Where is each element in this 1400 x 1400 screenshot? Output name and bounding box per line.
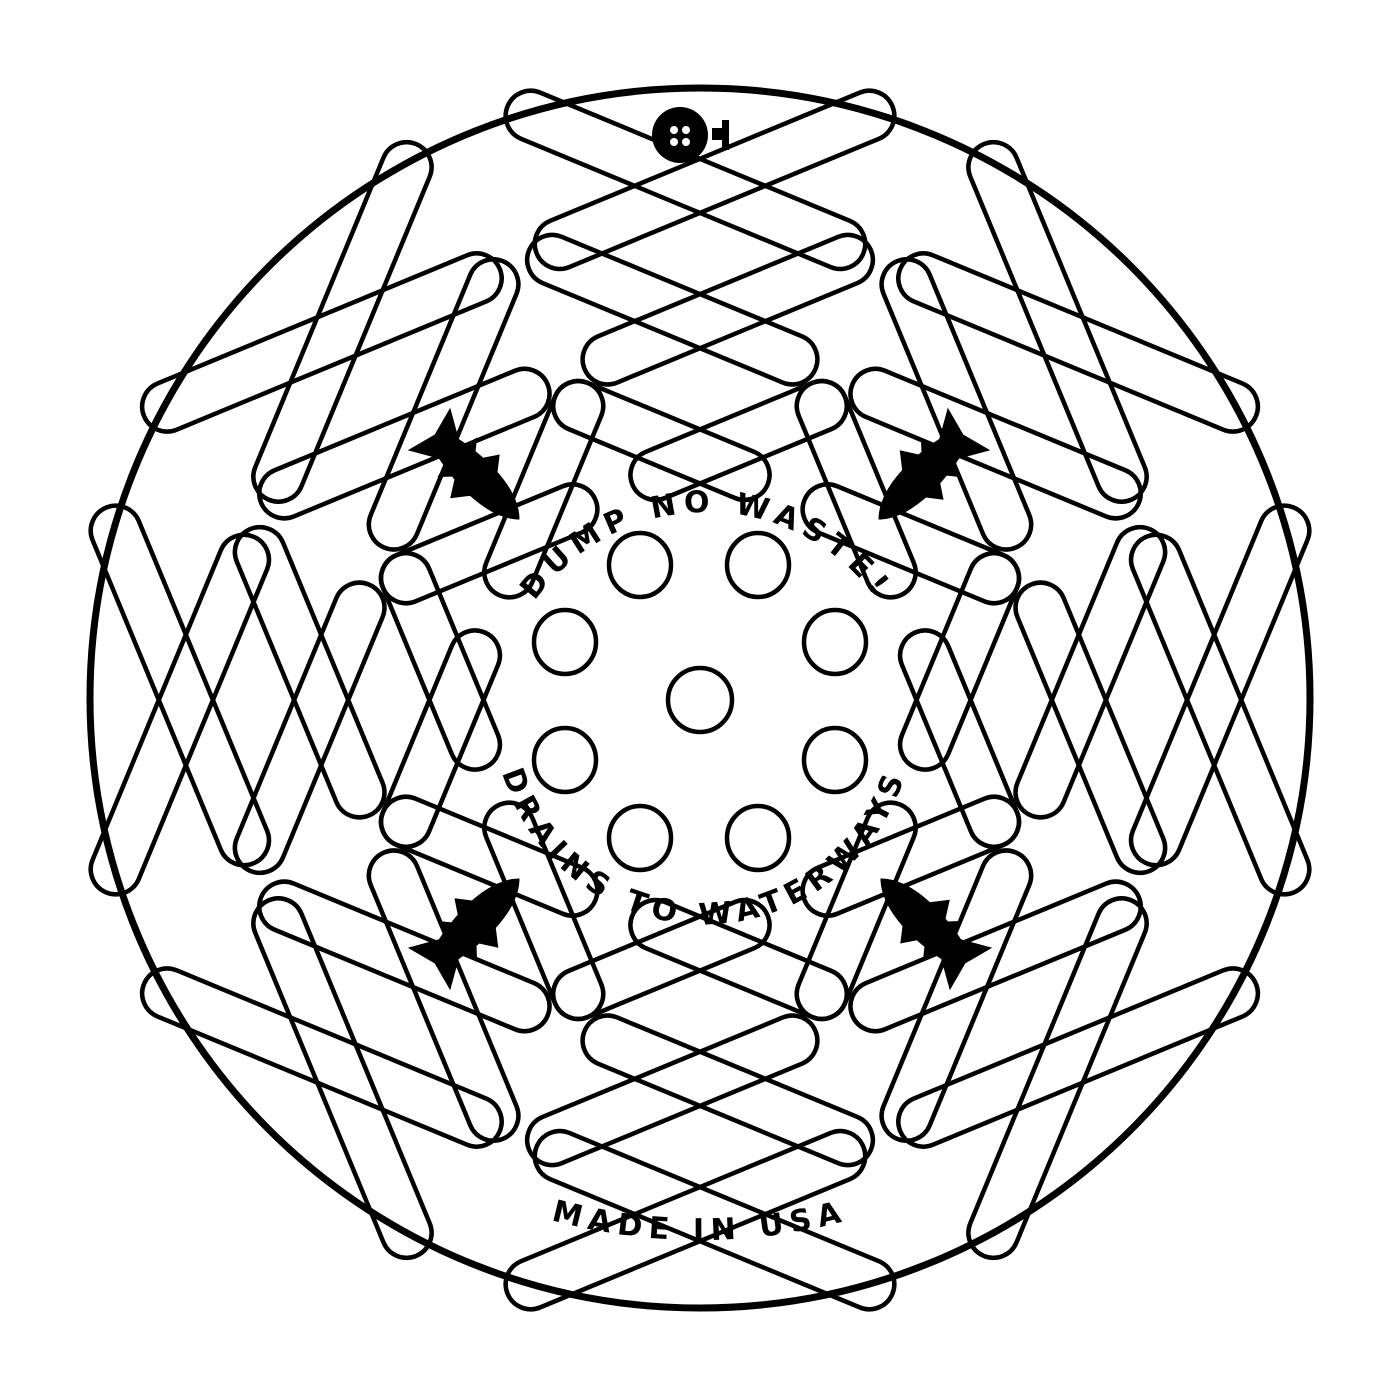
drain-hole [801, 607, 869, 677]
drain-slot [879, 257, 1034, 552]
drain-slot [139, 251, 504, 434]
drain-slot [848, 366, 1143, 521]
drain-slot [532, 1128, 897, 1312]
center-hole [665, 665, 735, 735]
drain-slot [524, 232, 820, 387]
drain-hole [724, 803, 792, 873]
drain-slot [1013, 524, 1168, 820]
drain-slot [524, 1013, 820, 1168]
drain-slot [251, 139, 434, 504]
drain-slot [896, 966, 1261, 1149]
drain-slot [966, 139, 1149, 504]
drain-slot [897, 628, 1022, 850]
drain-slot [848, 879, 1143, 1034]
drain-slot [251, 896, 434, 1261]
drain-slot [232, 524, 387, 820]
drain-slot [378, 628, 503, 850]
drain-slot [257, 879, 552, 1034]
drain-slot [1128, 503, 1312, 868]
drain-hole [724, 530, 792, 600]
drain-slot [879, 848, 1034, 1143]
drain-hole [606, 530, 674, 600]
drain-slot [550, 378, 772, 503]
drain-slot [966, 896, 1149, 1261]
drain-hole [531, 725, 599, 795]
drain-slot [794, 378, 918, 600]
drain-slot [366, 257, 521, 552]
foundry-logo-icon [652, 107, 729, 163]
drain-slot [580, 1013, 876, 1168]
drain-slot [628, 897, 850, 1022]
grate-slots [88, 88, 1312, 1312]
drain-slot [1128, 532, 1312, 897]
drain-slot [580, 232, 876, 387]
drain-slot [503, 1128, 868, 1312]
drain-slot [378, 482, 600, 606]
drain-slot [232, 580, 387, 876]
drain-slot [139, 966, 504, 1149]
drain-slot [88, 532, 272, 897]
drain-slot [800, 482, 1022, 606]
drain-slot [366, 848, 521, 1143]
drain-slot [896, 251, 1261, 434]
drain-hole [531, 607, 599, 677]
drain-hole [606, 803, 674, 873]
grate-rim [86, 84, 1314, 1312]
drain-hole [801, 725, 869, 795]
grate-holes [531, 530, 869, 873]
drain-slot [257, 366, 552, 521]
drain-slot [1013, 580, 1168, 876]
drain-slot [532, 88, 897, 272]
drain-slot [482, 800, 606, 1022]
